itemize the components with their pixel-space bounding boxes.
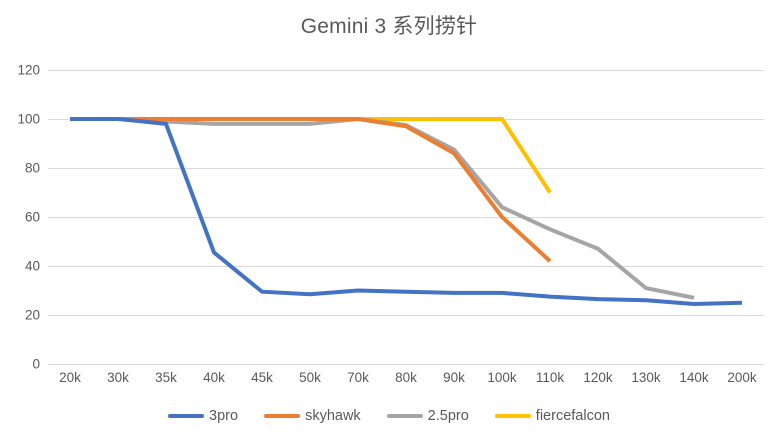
y-tick-label: 100	[17, 111, 40, 127]
gridline-y-40	[48, 266, 764, 267]
series-line-skyhawk	[70, 117, 552, 263]
x-tick-label: 40k	[203, 370, 225, 385]
legend-swatch-icon	[264, 414, 301, 418]
y-tick-label: 80	[24, 160, 40, 176]
y-tick-label: 40	[24, 258, 40, 274]
x-axis: 20k 30k 35k 40k 45k 50k 70k 80k 90k 100k 110k 120k 1…	[48, 370, 764, 390]
legend-item-fiercefalcon[interactable]: fiercefalcon	[494, 408, 610, 424]
legend-swatch-icon	[494, 414, 531, 418]
series-line-3pro	[70, 117, 743, 307]
y-axis: 120 100 80 60 40 20 0	[0, 63, 40, 370]
x-tick-label: 120k	[583, 370, 613, 385]
x-tick-label: 70k	[347, 370, 369, 385]
legend-label: 2.5pro	[427, 408, 469, 424]
x-tick-label: 90k	[443, 370, 465, 385]
x-tick-label: 100k	[487, 370, 517, 385]
x-tick-label: 130k	[631, 370, 661, 385]
x-tick-label: 140k	[679, 370, 709, 385]
legend-swatch-icon	[168, 414, 205, 418]
legend-item-3pro[interactable]: 3pro	[168, 408, 238, 424]
chart-title: Gemini 3 系列捞针	[300, 15, 478, 38]
gridline-y-60	[48, 217, 764, 218]
x-tick-label: 110k	[535, 370, 565, 385]
legend-item-skyhawk[interactable]: skyhawk	[264, 408, 361, 424]
y-tick-label: 120	[17, 62, 40, 78]
gridline-y-80	[48, 168, 764, 169]
x-tick-label: 45k	[251, 370, 273, 385]
x-tick-label: 20k	[59, 370, 81, 385]
legend-label: 3pro	[209, 408, 239, 424]
y-tick-label: 60	[24, 209, 40, 225]
x-tick-label: 200k	[727, 370, 757, 385]
y-tick-label: 0	[32, 356, 40, 372]
legend-label: fiercefalcon	[535, 408, 610, 424]
chart-legend: 3pro skyhawk 2.5pro fiercefalcon	[0, 408, 778, 424]
x-tick-label: 35k	[155, 370, 177, 385]
x-tick-label: 80k	[395, 370, 417, 385]
x-tick-label: 50k	[299, 370, 321, 385]
gridline-y-20	[48, 315, 764, 316]
y-tick-label: 20	[24, 307, 40, 323]
legend-swatch-icon	[386, 414, 423, 418]
legend-label: skyhawk	[305, 408, 361, 424]
plot-area	[48, 70, 764, 365]
x-tick-label: 30k	[107, 370, 129, 385]
series-line-2.5pro	[70, 116, 695, 300]
legend-item-2.5pro[interactable]: 2.5pro	[386, 408, 469, 424]
gridline-y-120	[48, 70, 764, 71]
gridline-y-0	[48, 364, 764, 365]
series-lines	[70, 116, 743, 307]
